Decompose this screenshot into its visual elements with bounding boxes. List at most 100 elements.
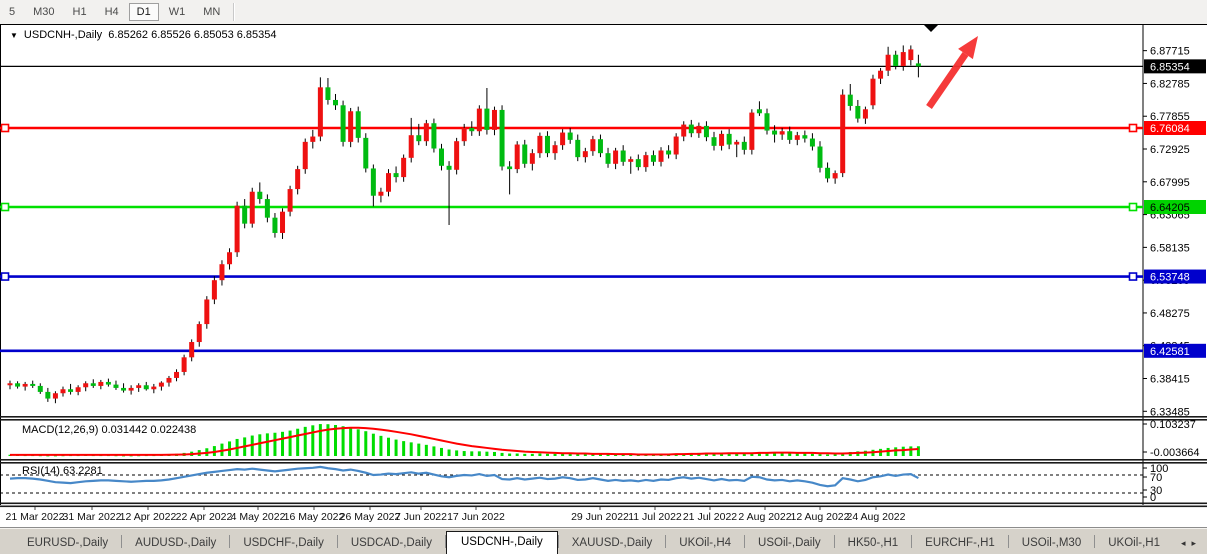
macd-bar — [795, 453, 799, 456]
macd-bar — [606, 454, 610, 456]
panel-separator-main-macd — [0, 419, 1207, 421]
timeframe-button-w1[interactable]: W1 — [168, 6, 186, 18]
timeframe-button-5[interactable]: 5 — [9, 6, 16, 18]
candle — [908, 49, 914, 61]
tab-separator — [1094, 535, 1096, 548]
macd-bar — [402, 441, 406, 456]
candle — [476, 108, 482, 132]
candle — [484, 108, 490, 130]
line-handle[interactable] — [1128, 123, 1138, 133]
candle — [915, 63, 921, 67]
candle — [151, 386, 157, 390]
tab-usoil-m30[interactable]: USOil-,M30 — [1021, 537, 1082, 549]
candle — [196, 324, 202, 343]
trend-arrow-head[interactable] — [958, 36, 978, 60]
macd-label: MACD(12,26,9) 0.031442 0.022438 — [22, 424, 197, 436]
macd-bar — [833, 454, 837, 456]
date-label: 21 Mar 2022 — [6, 511, 65, 523]
tab-usdcnh-daily[interactable]: USDCNH-,Daily — [445, 531, 558, 554]
tab-scroll-right-icon[interactable]: ▸ — [1191, 538, 1203, 548]
price-badge-label: 6.76084 — [1150, 123, 1190, 135]
line-handle[interactable] — [1128, 272, 1138, 281]
timeframe-button-d1[interactable]: D1 — [128, 3, 159, 21]
macd-bar — [561, 453, 565, 456]
candle — [764, 113, 770, 131]
candle — [401, 157, 407, 178]
candle — [893, 54, 899, 67]
macd-bar — [826, 454, 830, 456]
timeframe-button-mn[interactable]: MN — [203, 6, 221, 18]
line-handle[interactable] — [1128, 202, 1138, 212]
macd-bar — [916, 446, 920, 456]
price-chart-canvas[interactable]: 6.877156.827856.778556.729256.679956.630… — [0, 24, 1207, 525]
symbol-tab-bar: EURUSD-,Daily AUDUSD-,Daily USDCHF-,Daily U… — [0, 527, 1207, 554]
candle — [590, 139, 596, 152]
candle — [446, 165, 452, 170]
candle — [219, 264, 225, 281]
candle — [408, 135, 414, 158]
candle — [454, 141, 460, 170]
panel-separator-macd-rsi — [0, 462, 1207, 464]
rsi-label: RSI(14) 63.2281 — [22, 465, 103, 477]
candle — [393, 173, 399, 178]
price-badge — [1144, 199, 1206, 214]
tab-xauusd-daily[interactable]: XAUUSD-,Daily — [571, 537, 653, 549]
date-label: 17 Jun 2022 — [447, 511, 505, 523]
candle — [333, 99, 339, 106]
candle — [696, 125, 702, 134]
macd-bar — [720, 453, 724, 456]
tab-usdchf-daily[interactable]: USDCHF-,Daily — [243, 537, 324, 549]
trend-arrow-shaft[interactable] — [926, 52, 969, 109]
candle — [507, 166, 513, 170]
candle — [703, 125, 709, 138]
tab-separator — [229, 535, 231, 548]
candle — [809, 138, 815, 147]
tab-usoil-daily[interactable]: USOil-,Daily — [758, 537, 821, 549]
candle — [628, 159, 634, 162]
candle — [227, 252, 233, 265]
tab-usdcad-daily[interactable]: USDCAD-,Daily — [350, 537, 432, 549]
macd-axis-label: 0.103237 — [1150, 419, 1196, 431]
tab-hk50-h1[interactable]: HK50-,H1 — [847, 537, 899, 549]
macd-bar — [387, 437, 390, 456]
tab-eurchf-h1[interactable]: EURCHF-,H1 — [925, 537, 995, 549]
rsi-axis-label: 30 — [1150, 485, 1162, 497]
line-handle[interactable] — [0, 272, 10, 281]
candle — [22, 383, 28, 387]
candle — [52, 393, 58, 399]
candle — [537, 135, 543, 154]
macd-bar — [470, 451, 474, 456]
macd-bar — [803, 453, 807, 456]
line-handle[interactable] — [0, 123, 10, 133]
candle — [438, 148, 444, 166]
tab-eurusd-daily[interactable]: EURUSD-,Daily — [27, 537, 109, 549]
price-tick-label: 6.82785 — [1150, 78, 1190, 90]
macd-bar — [341, 426, 345, 456]
date-label: 7 Jun 2022 — [395, 511, 447, 523]
line-handle[interactable] — [0, 202, 10, 212]
candle — [832, 173, 838, 179]
macd-bar — [576, 454, 580, 456]
timeframe-button-h1[interactable]: H1 — [72, 6, 87, 18]
tab-audusd-daily[interactable]: AUDUSD-,Daily — [135, 537, 217, 549]
macd-bar — [500, 452, 504, 456]
tab-separator — [833, 535, 835, 548]
rsi-axis-label: 0 — [1150, 492, 1156, 504]
chart-area[interactable]: ▼ USDCNH-,Daily 6.85262 6.85526 6.85053 6… — [0, 24, 1207, 525]
candle — [613, 150, 619, 164]
macd-bar — [750, 452, 754, 456]
candle — [211, 280, 217, 300]
candle — [862, 109, 868, 119]
tab-scroll-left-icon[interactable]: ◂ — [1181, 538, 1192, 548]
chevron-down-icon: ▼ — [10, 31, 18, 40]
tab-ukoil-h1[interactable]: UKOil-,H1 — [1108, 537, 1160, 549]
tab-ukoil-h4[interactable]: UKOil-,H4 — [679, 537, 732, 549]
timeframe-button-h4[interactable]: H4 — [104, 6, 119, 18]
macd-bar — [901, 446, 905, 456]
timeframe-button-m30[interactable]: M30 — [33, 6, 55, 18]
candle — [204, 299, 210, 325]
candle — [635, 159, 641, 168]
macd-signal-line — [10, 426, 919, 456]
candle — [113, 384, 119, 388]
